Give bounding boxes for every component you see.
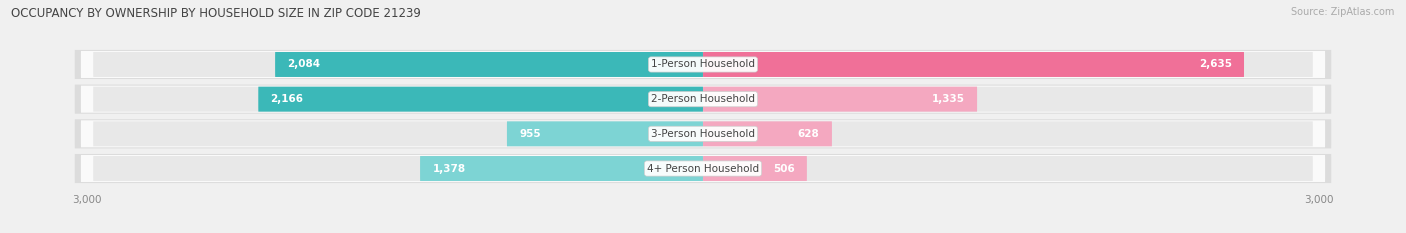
Text: 955: 955 bbox=[519, 129, 541, 139]
FancyBboxPatch shape bbox=[93, 52, 1313, 77]
Text: 1,335: 1,335 bbox=[932, 94, 965, 104]
FancyBboxPatch shape bbox=[276, 52, 703, 77]
Text: 1-Person Household: 1-Person Household bbox=[651, 59, 755, 69]
FancyBboxPatch shape bbox=[703, 52, 1244, 77]
FancyBboxPatch shape bbox=[82, 86, 1324, 113]
Text: 506: 506 bbox=[773, 164, 794, 174]
FancyBboxPatch shape bbox=[75, 119, 1331, 148]
FancyBboxPatch shape bbox=[82, 120, 1324, 147]
Text: 2,635: 2,635 bbox=[1199, 59, 1232, 69]
FancyBboxPatch shape bbox=[75, 85, 1331, 114]
FancyBboxPatch shape bbox=[93, 87, 1313, 112]
FancyBboxPatch shape bbox=[259, 87, 703, 112]
FancyBboxPatch shape bbox=[82, 51, 1324, 78]
FancyBboxPatch shape bbox=[82, 155, 1324, 182]
Text: Source: ZipAtlas.com: Source: ZipAtlas.com bbox=[1291, 7, 1395, 17]
FancyBboxPatch shape bbox=[420, 156, 703, 181]
Text: 2,166: 2,166 bbox=[270, 94, 304, 104]
Text: 1,378: 1,378 bbox=[433, 164, 465, 174]
Text: 3-Person Household: 3-Person Household bbox=[651, 129, 755, 139]
Text: 2-Person Household: 2-Person Household bbox=[651, 94, 755, 104]
Text: 2,084: 2,084 bbox=[287, 59, 321, 69]
FancyBboxPatch shape bbox=[703, 87, 977, 112]
Text: 628: 628 bbox=[797, 129, 820, 139]
FancyBboxPatch shape bbox=[703, 156, 807, 181]
FancyBboxPatch shape bbox=[703, 121, 832, 146]
FancyBboxPatch shape bbox=[508, 121, 703, 146]
Text: OCCUPANCY BY OWNERSHIP BY HOUSEHOLD SIZE IN ZIP CODE 21239: OCCUPANCY BY OWNERSHIP BY HOUSEHOLD SIZE… bbox=[11, 7, 422, 20]
FancyBboxPatch shape bbox=[75, 154, 1331, 183]
FancyBboxPatch shape bbox=[93, 121, 1313, 146]
FancyBboxPatch shape bbox=[75, 50, 1331, 79]
Text: 4+ Person Household: 4+ Person Household bbox=[647, 164, 759, 174]
FancyBboxPatch shape bbox=[93, 156, 1313, 181]
